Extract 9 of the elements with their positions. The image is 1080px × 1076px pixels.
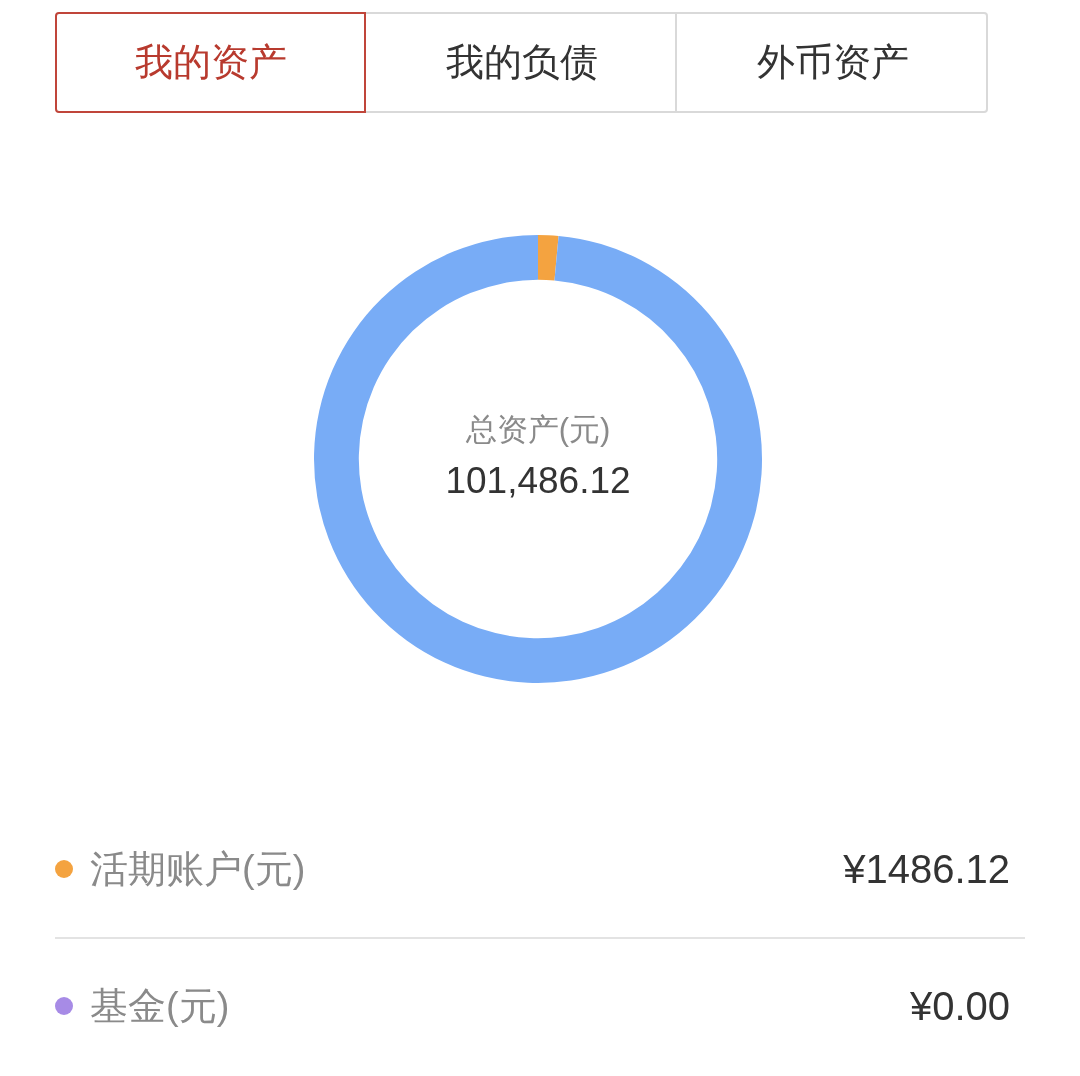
text: 101,486.12: [445, 460, 631, 501]
text: 总资产(元): [465, 412, 611, 447]
legend-label: 基金(元): [90, 983, 231, 1029]
legend-label: 活期账户(元): [90, 846, 307, 892]
data-label: ¥1486.12: [843, 846, 1010, 892]
text: 我的负债: [445, 40, 598, 85]
text: ¥0.00: [909, 983, 1010, 1028]
text: 外币资产: [756, 40, 909, 85]
text: 我的资产: [134, 40, 287, 85]
